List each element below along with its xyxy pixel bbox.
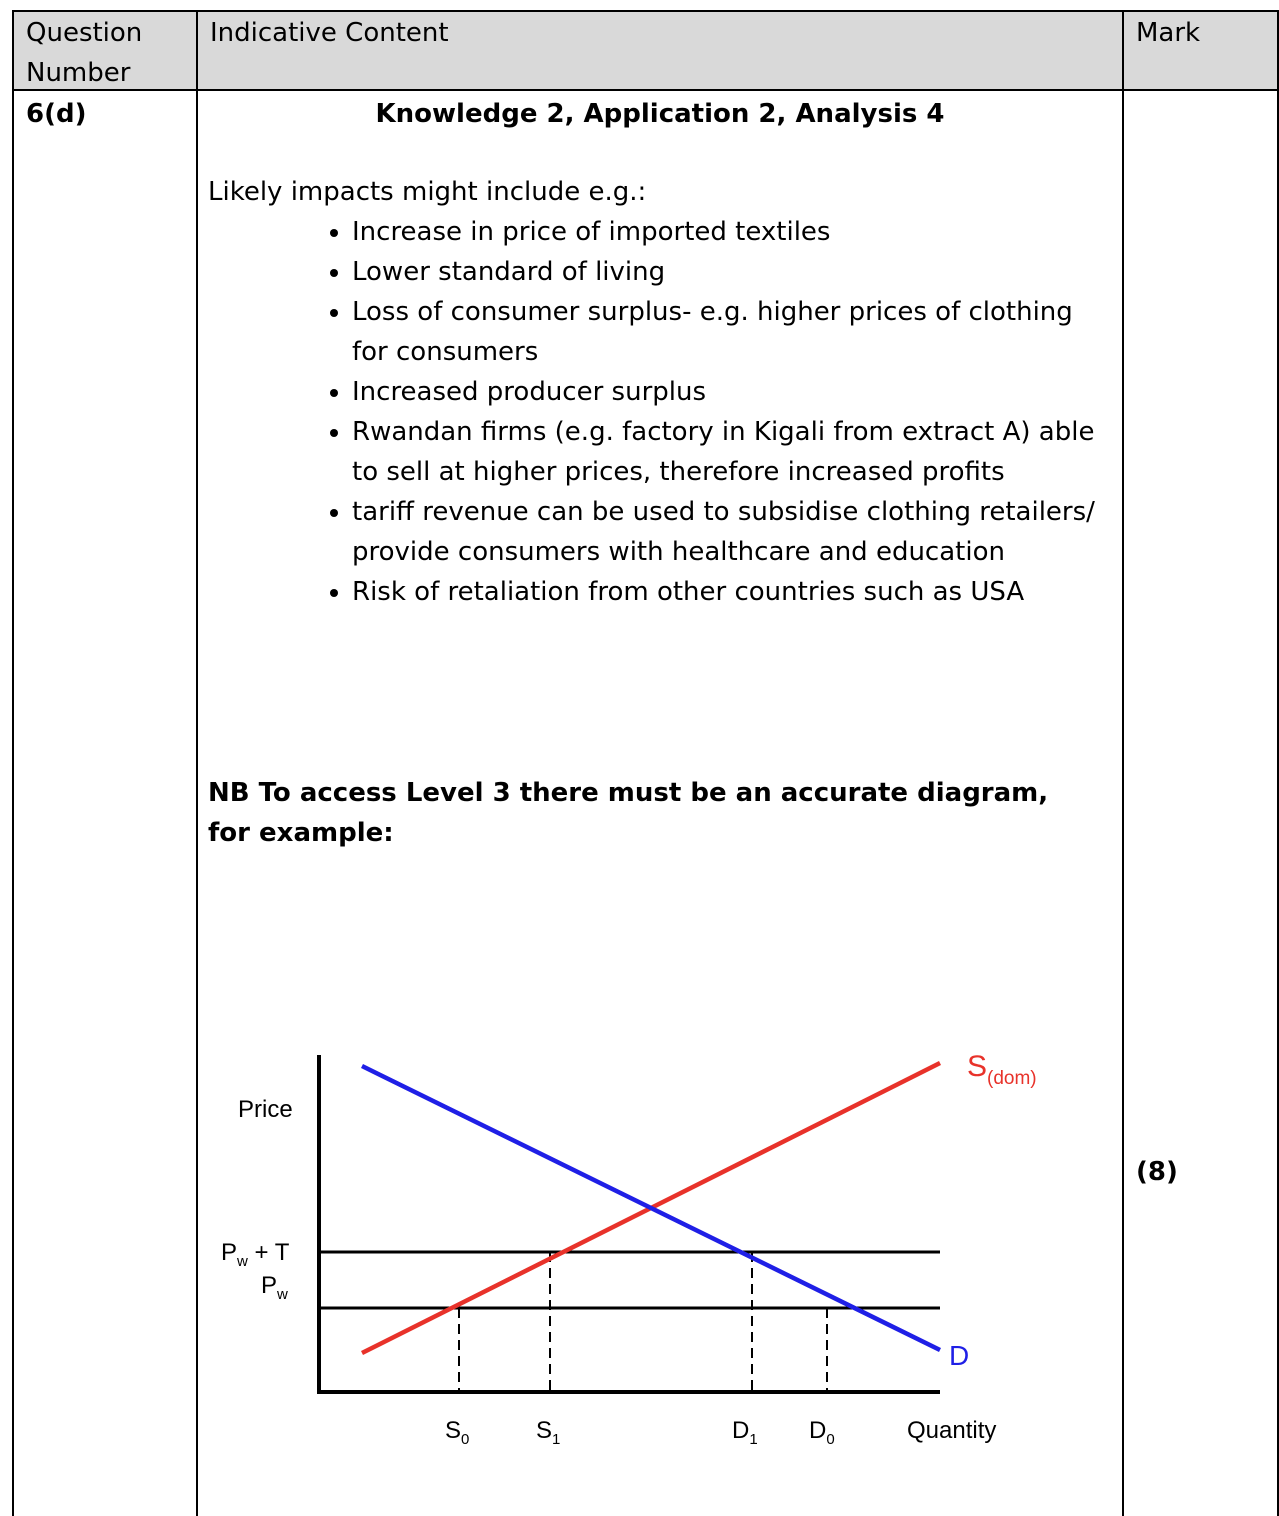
diagram-note-line1: NB To access Level 3 there must be an ac… bbox=[208, 778, 1049, 808]
y-axis-label: Price bbox=[238, 1096, 293, 1123]
x-axis-label: Quantity bbox=[907, 1417, 996, 1444]
supply-label: S(dom) bbox=[967, 1050, 1037, 1089]
criteria-heading: Knowledge 2, Application 2, Analysis 4 bbox=[375, 99, 945, 129]
table-border-left bbox=[12, 10, 14, 1516]
header-question-number: Question Number bbox=[26, 18, 143, 88]
tick-label-s1: S1 bbox=[536, 1417, 560, 1448]
tariff-diagram: Price Quantity S(dom) D Pw + T Pw S0 S1 … bbox=[221, 1050, 1037, 1448]
question-number: 6(d) bbox=[26, 99, 87, 129]
list-item: Risk of retaliation from other countries… bbox=[352, 572, 1112, 612]
table-border-header-bottom bbox=[12, 89, 1279, 91]
list-item: Increased producer surplus bbox=[352, 372, 1112, 412]
tick-label-d0: D0 bbox=[809, 1417, 835, 1448]
table-divider-1 bbox=[196, 10, 198, 1516]
table-divider-2 bbox=[1122, 10, 1124, 1516]
impacts-intro: Likely impacts might include e.g.: bbox=[208, 177, 647, 207]
list-item: Loss of consumer surplus- e.g. higher pr… bbox=[352, 292, 1112, 372]
table-border-right bbox=[1277, 10, 1279, 1516]
tick-label-s0: S0 bbox=[445, 1417, 469, 1448]
demand-label: D bbox=[949, 1340, 969, 1371]
table-border-top bbox=[12, 10, 1279, 12]
header-mark: Mark bbox=[1136, 18, 1201, 48]
demand-curve bbox=[361, 1063, 941, 1353]
list-item: Lower standard of living bbox=[352, 252, 1112, 292]
diagram-note-line2: for example: bbox=[208, 818, 394, 848]
mark-value: (8) bbox=[1136, 1157, 1178, 1187]
tariff-price-label: Pw + T bbox=[221, 1239, 290, 1270]
table-header-background bbox=[12, 12, 1278, 90]
world-price-label: Pw bbox=[261, 1272, 288, 1303]
list-item: Increase in price of imported textiles bbox=[352, 212, 1112, 252]
tick-label-d1: D1 bbox=[732, 1417, 758, 1448]
list-item: Rwandan firms (e.g. factory in Kigali fr… bbox=[352, 412, 1112, 492]
list-item: tariff revenue can be used to subsidise … bbox=[352, 492, 1112, 572]
header-indicative-content: Indicative Content bbox=[210, 18, 449, 48]
impacts-list: Increase in price of imported textiles L… bbox=[300, 212, 1112, 612]
